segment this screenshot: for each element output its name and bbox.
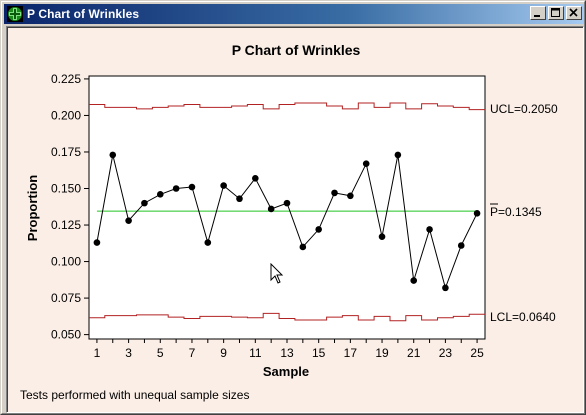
data-point — [299, 243, 307, 251]
y-tick-label: 0.175 — [51, 145, 81, 159]
data-point — [109, 151, 117, 159]
y-tick-label: 0.125 — [51, 218, 81, 232]
data-point — [457, 242, 465, 249]
y-tick-label: 0.200 — [51, 108, 81, 122]
title-buttons — [530, 6, 582, 20]
data-point — [362, 160, 370, 167]
data-point — [236, 195, 243, 203]
data-point — [426, 226, 433, 233]
x-tick-label: 23 — [439, 346, 453, 360]
data-point — [252, 174, 259, 182]
data-point — [125, 217, 132, 224]
y-tick-label: 0.050 — [51, 328, 81, 342]
chart-client-area: P Chart of Wrinkles 0.050 0.075 0.100 0.125… — [6, 26, 584, 413]
x-tick-label: 25 — [470, 346, 484, 360]
plot-area — [88, 75, 486, 340]
data-point — [141, 199, 148, 207]
x-tick-label: 1 — [94, 346, 101, 360]
y-tick-label: 0.225 — [51, 72, 81, 86]
data-point — [331, 189, 338, 197]
close-button[interactable] — [566, 6, 582, 20]
center-line-label: P=0.1345 — [490, 205, 542, 219]
center-line-value: =0.1345 — [498, 205, 542, 219]
p-chart: P Chart of Wrinkles 0.050 0.075 0.100 0.125… — [25, 42, 558, 379]
data-point — [394, 151, 402, 159]
data-point — [347, 192, 354, 200]
x-tick-label: 19 — [375, 346, 389, 360]
minimize-icon — [534, 15, 540, 17]
footnote: Tests performed with unequal sample size… — [20, 388, 250, 402]
data-point — [283, 199, 291, 207]
minitab-green-cross-icon — [7, 6, 23, 22]
x-tick-label: 11 — [249, 346, 262, 360]
proportion-series — [93, 151, 481, 292]
data-point — [442, 284, 449, 292]
data-point — [378, 233, 386, 241]
data-point — [267, 205, 275, 213]
chart-title: P Chart of Wrinkles — [232, 42, 361, 58]
y-axis: 0.050 0.075 0.100 0.125 0.150 0.175 0.200 0.225 — [51, 72, 89, 342]
lcl-label: LCL=0.0640 — [490, 310, 556, 324]
data-point — [156, 191, 164, 198]
maximize-button[interactable] — [548, 6, 564, 20]
window-title: P Chart of Wrinkles — [27, 7, 140, 21]
x-axis-label: Sample — [263, 364, 309, 379]
data-point — [204, 239, 212, 246]
close-icon — [569, 8, 578, 17]
data-point — [220, 182, 227, 189]
data-point — [410, 277, 418, 284]
x-tick-label: 17 — [344, 346, 358, 360]
data-point — [473, 210, 481, 217]
lcl-line — [89, 312, 485, 322]
maximize-icon — [551, 8, 560, 17]
x-axis: 1 3 5 7 9 11 13 15 17 19 21 23 25 — [94, 339, 484, 360]
p-bar-symbol: P — [490, 205, 498, 219]
ucl-label: UCL=0.2050 — [490, 102, 558, 116]
x-tick-label: 7 — [189, 346, 196, 360]
y-tick-label: 0.075 — [51, 291, 81, 305]
x-tick-label: 15 — [312, 346, 326, 360]
chart-client-inner: P Chart of Wrinkles 0.050 0.075 0.100 0.125… — [7, 27, 583, 412]
limit-labels: UCL=0.2050 P=0.1345 LCL=0.0640 — [490, 102, 558, 324]
data-point — [93, 239, 101, 246]
y-tick-label: 0.100 — [51, 255, 81, 269]
x-tick-label: 3 — [125, 346, 132, 360]
x-tick-label: 5 — [157, 346, 164, 360]
y-axis-label: Proportion — [25, 175, 40, 241]
data-point — [188, 183, 196, 191]
x-tick-label: 9 — [220, 346, 227, 360]
minimize-button[interactable] — [530, 6, 546, 20]
mouse-pointer-icon — [270, 263, 284, 284]
data-point — [172, 185, 180, 192]
x-tick-label: 13 — [280, 346, 294, 360]
title-bar[interactable]: P Chart of Wrinkles — [4, 4, 584, 24]
x-tick-label: 21 — [407, 346, 421, 360]
ucl-line — [89, 102, 485, 111]
y-tick-label: 0.150 — [51, 182, 81, 196]
control-limits — [89, 102, 485, 322]
data-point — [315, 226, 322, 233]
